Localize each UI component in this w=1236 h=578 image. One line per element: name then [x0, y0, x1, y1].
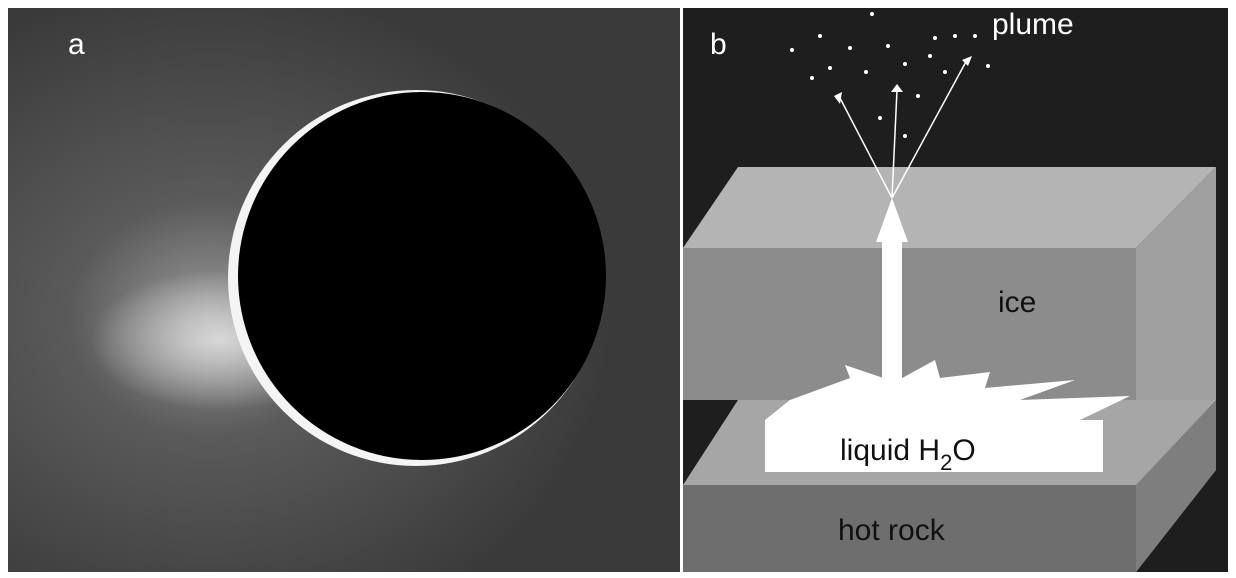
- moon: [238, 92, 606, 460]
- ice-label: ice: [998, 286, 1036, 319]
- plume-label: plume: [992, 8, 1074, 41]
- liquid-text: liquid H: [840, 434, 940, 467]
- liquid-subscript: 2: [940, 450, 952, 475]
- rock-label: hot rock: [838, 514, 946, 547]
- page: a b plume ice li: [0, 0, 1236, 578]
- panel-label: b: [710, 28, 727, 61]
- panel-a: a: [8, 8, 680, 572]
- panel-b: b plume ice liquid H2O hot rock: [683, 8, 1228, 572]
- figure: a b plume ice li: [0, 0, 1236, 578]
- ice-top: [683, 167, 1216, 248]
- panel-label: a: [68, 28, 85, 61]
- liquid-suffix: O: [952, 434, 975, 467]
- arrow-shaft: [882, 240, 902, 390]
